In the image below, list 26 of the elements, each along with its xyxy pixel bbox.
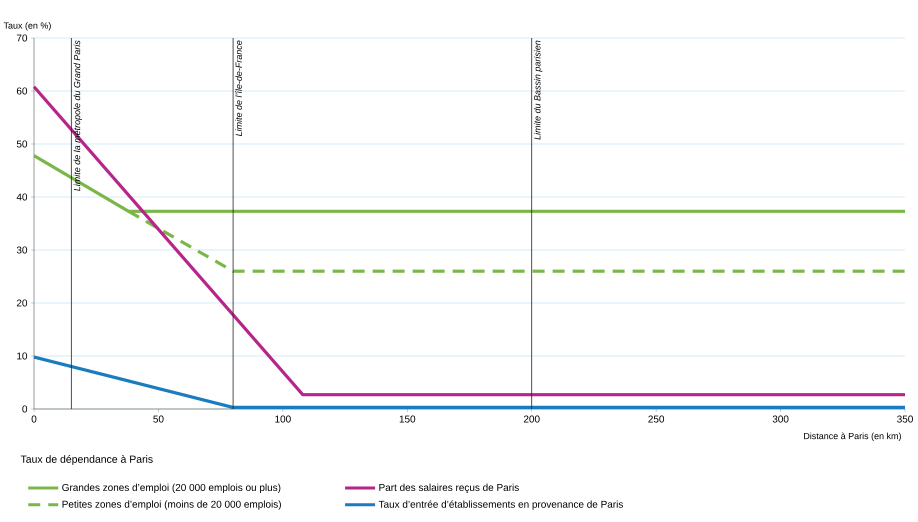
x-tick-label: 300	[772, 416, 788, 423]
x-tick-label: 250	[648, 416, 664, 423]
x-tick-label: 150	[400, 416, 416, 423]
legend-label: Part des salaires reçus de Paris	[379, 484, 519, 494]
x-tick-label: 50	[153, 416, 164, 423]
x-tick-label: 0	[32, 416, 36, 423]
y-tick-label: 70	[16, 34, 28, 42]
legend-label: Petites zones d’emploi (moins de 20 000 emplois)	[62, 500, 281, 510]
ref-line-label: Limite de l’île-de-France	[235, 40, 242, 136]
legend-label: Grandes zones d’emploi (20 000 emplois ou plus)	[62, 484, 280, 493]
y-axis-title: Taux (en %)	[4, 22, 51, 30]
x-tick-label: 100	[275, 416, 291, 423]
legend-label: Taux d’entrée d’établissements en provenance de Paris	[378, 500, 623, 510]
y-tick-label: 60	[16, 87, 28, 95]
y-tick-label: 50	[16, 140, 28, 148]
legend-title: Taux de dépendance à Paris	[20, 455, 153, 465]
x-tick-label: 350	[897, 416, 913, 423]
y-tick-label: 10	[17, 352, 28, 360]
ref-line-label: Limite de la métropole du Grand Paris	[74, 40, 82, 191]
y-tick-label: 30	[16, 246, 28, 254]
x-tick-label: 200	[524, 416, 540, 423]
y-tick-label: 20	[16, 299, 28, 307]
y-tick-label: 40	[16, 193, 28, 201]
ref-line-label: Limite du Bassin parisien	[534, 40, 542, 140]
x-axis-title: Distance à Paris (en km)	[804, 432, 901, 441]
y-tick-label: 0	[22, 405, 28, 413]
